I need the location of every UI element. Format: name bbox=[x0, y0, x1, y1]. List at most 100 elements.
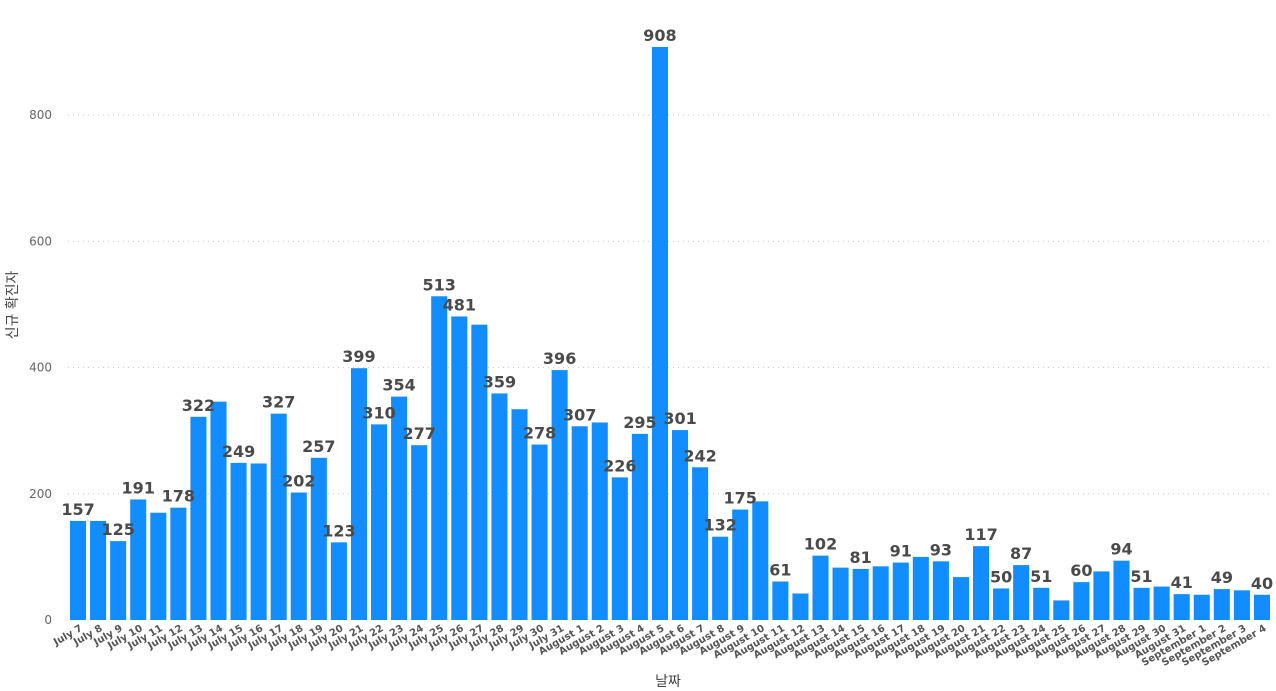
bar bbox=[190, 416, 207, 620]
data-label: 41 bbox=[1171, 573, 1193, 592]
data-label: 94 bbox=[1110, 540, 1132, 559]
bar bbox=[270, 413, 287, 620]
bars bbox=[70, 47, 1270, 620]
bar bbox=[852, 568, 869, 620]
bar bbox=[110, 541, 127, 620]
bar bbox=[451, 316, 468, 620]
bar bbox=[792, 593, 809, 620]
bar bbox=[732, 509, 749, 620]
bar bbox=[1253, 594, 1270, 620]
y-tick-label: 400 bbox=[29, 361, 52, 375]
bar bbox=[812, 555, 829, 620]
bar bbox=[952, 577, 969, 620]
bar bbox=[90, 520, 107, 620]
data-label: 49 bbox=[1211, 568, 1233, 587]
bar bbox=[1193, 594, 1210, 620]
bar bbox=[892, 562, 909, 620]
data-label: 322 bbox=[182, 396, 215, 415]
data-label: 50 bbox=[990, 567, 1012, 586]
data-label: 91 bbox=[890, 542, 912, 561]
data-label: 257 bbox=[302, 437, 335, 456]
data-label: 278 bbox=[523, 424, 556, 443]
bar bbox=[350, 368, 367, 620]
data-label: 359 bbox=[483, 372, 516, 391]
bar bbox=[571, 426, 588, 620]
data-label: 102 bbox=[804, 535, 837, 554]
data-label: 81 bbox=[850, 548, 872, 567]
bar bbox=[912, 556, 929, 620]
x-axis-title: 날짜 bbox=[655, 674, 681, 690]
bar bbox=[752, 501, 769, 620]
bar bbox=[371, 424, 388, 620]
y-tick-label: 0 bbox=[44, 613, 52, 627]
data-label: 157 bbox=[61, 500, 94, 519]
data-label: 51 bbox=[1130, 567, 1152, 586]
bar bbox=[391, 396, 408, 620]
data-label: 310 bbox=[362, 403, 395, 422]
bar bbox=[692, 467, 709, 620]
y-tick-label: 200 bbox=[29, 487, 52, 501]
data-label: 178 bbox=[162, 487, 195, 506]
bar bbox=[651, 47, 668, 620]
y-tick-label: 800 bbox=[29, 108, 52, 122]
data-label: 61 bbox=[769, 561, 791, 580]
data-label: 117 bbox=[964, 525, 997, 544]
bar bbox=[672, 430, 689, 620]
data-label: 132 bbox=[703, 516, 736, 535]
bar bbox=[330, 542, 347, 620]
bar bbox=[832, 567, 849, 620]
data-label: 191 bbox=[122, 478, 155, 497]
bar bbox=[993, 588, 1010, 620]
bar bbox=[1073, 582, 1090, 620]
bar bbox=[130, 499, 147, 620]
data-label: 202 bbox=[282, 472, 315, 491]
bar bbox=[210, 401, 227, 620]
data-label: 51 bbox=[1030, 567, 1052, 586]
bar bbox=[772, 581, 789, 620]
bar bbox=[1213, 589, 1230, 620]
bar bbox=[290, 492, 307, 620]
bar bbox=[70, 520, 87, 620]
data-label: 481 bbox=[443, 295, 476, 314]
data-label: 123 bbox=[322, 521, 355, 540]
data-label: 226 bbox=[603, 456, 636, 475]
data-label: 40 bbox=[1251, 574, 1273, 593]
y-axis-title: 신규 확진자 bbox=[5, 270, 21, 339]
bar bbox=[1133, 587, 1150, 620]
y-axis-ticks: 0 200 400 600 800 bbox=[29, 108, 52, 627]
data-label: 277 bbox=[402, 424, 435, 443]
data-label: 513 bbox=[423, 275, 456, 294]
bar bbox=[491, 393, 508, 620]
data-label: 301 bbox=[663, 409, 696, 428]
bar bbox=[1013, 565, 1030, 620]
data-label: 327 bbox=[262, 393, 295, 412]
bar bbox=[551, 370, 568, 620]
bar bbox=[973, 546, 990, 620]
bar bbox=[1033, 587, 1050, 620]
data-label: 399 bbox=[342, 347, 375, 366]
data-label: 396 bbox=[543, 349, 576, 368]
bar bbox=[511, 409, 528, 620]
data-labels: 157 125 191 178 322 249 327 202 257 123 399 310 354 2… bbox=[61, 26, 1273, 593]
bar bbox=[1093, 571, 1110, 620]
bar bbox=[1153, 586, 1170, 620]
bar bbox=[872, 566, 889, 620]
bar bbox=[1113, 560, 1130, 620]
bar bbox=[1053, 600, 1070, 620]
bar bbox=[531, 444, 548, 620]
bar bbox=[250, 463, 267, 620]
data-label: 93 bbox=[930, 540, 952, 559]
data-label: 295 bbox=[623, 413, 656, 432]
data-label: 242 bbox=[683, 446, 716, 465]
bar bbox=[932, 561, 949, 620]
data-label: 307 bbox=[563, 405, 596, 424]
data-label: 60 bbox=[1070, 561, 1092, 580]
bar bbox=[1173, 594, 1190, 620]
data-label: 175 bbox=[724, 489, 757, 508]
bar bbox=[1233, 590, 1250, 620]
data-label: 354 bbox=[382, 376, 415, 395]
bar bbox=[170, 507, 187, 620]
